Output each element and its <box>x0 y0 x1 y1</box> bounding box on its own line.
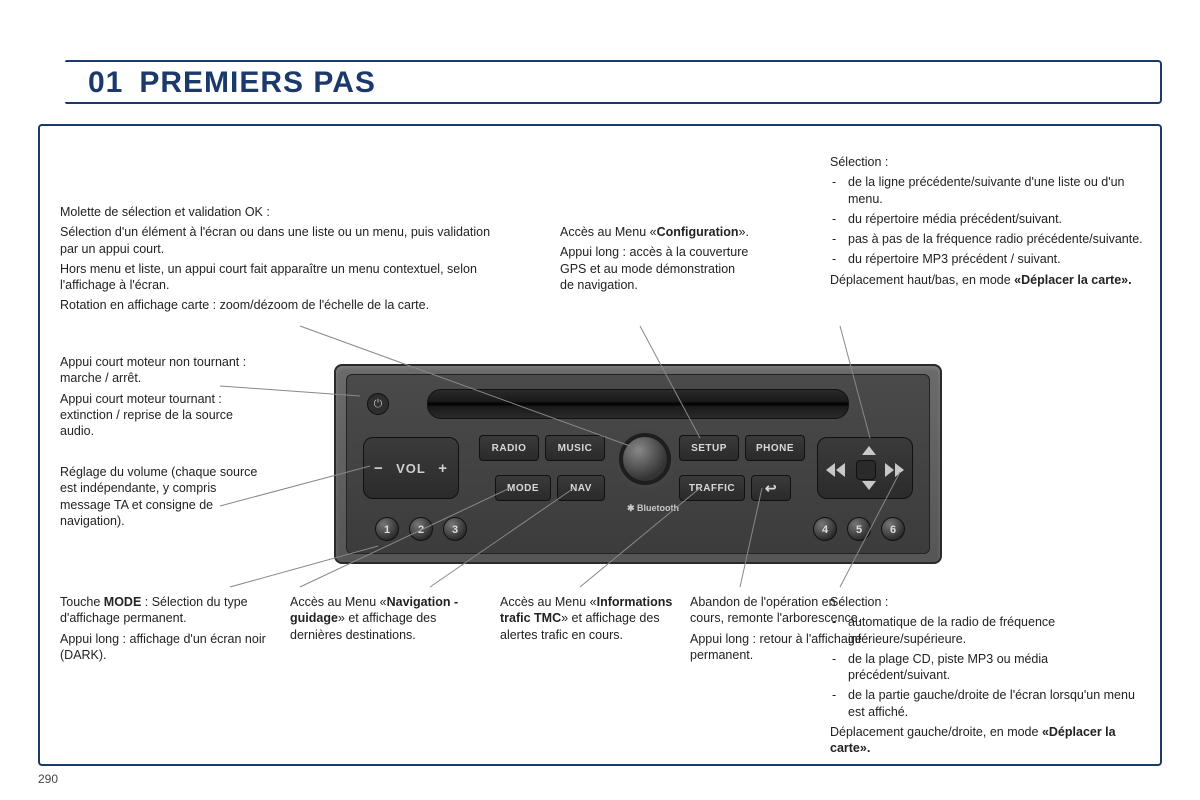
list: automatique de la radio de fréquence inf… <box>830 614 1148 720</box>
text: Déplacement haut/bas, en mode «Déplacer … <box>830 272 1148 288</box>
dpad-left-icon <box>836 463 845 477</box>
list-item: de la ligne précédente/suivante d'une li… <box>848 174 1148 207</box>
text: Réglage du volume (chaque source est ind… <box>60 464 270 529</box>
preset-6: 6 <box>881 517 905 541</box>
text: Appui court moteur non tournant : marche… <box>60 354 270 387</box>
desc-power: Appui court moteur non tournant : marche… <box>60 354 270 443</box>
dpad-down-icon <box>862 481 876 490</box>
dpad-right-icon <box>895 463 904 477</box>
desc-volume: Réglage du volume (chaque source est ind… <box>60 464 270 533</box>
phone-button: PHONE <box>745 435 805 461</box>
traffic-button: TRAFFIC <box>679 475 745 501</box>
power-button-icon: ⏻ <box>367 393 389 415</box>
desc-mode: Touche MODE : Sélection du type d'affich… <box>60 594 280 667</box>
text: Accès au Menu «Navigation - guidage» et … <box>290 594 490 643</box>
text: Accès au Menu «Configuration». <box>560 224 750 240</box>
text: Molette de sélection et validation OK : <box>60 204 500 220</box>
desc-ok-dial: Molette de sélection et validation OK : … <box>60 204 500 318</box>
bluetooth-label: ✱ Bluetooth <box>627 503 679 515</box>
text: Sélection d'un élément à l'écran ou dans… <box>60 224 500 257</box>
text: Sélection : <box>830 154 1148 170</box>
content-frame: ⏻ VOL RADIO MUSIC SETUP PHONE MODE NAV T… <box>38 124 1162 766</box>
list-item: du répertoire média précédent/suivant. <box>848 211 1148 227</box>
preset-5: 5 <box>847 517 871 541</box>
dpad-right-icon <box>885 463 894 477</box>
setup-button: SETUP <box>679 435 739 461</box>
list-item: automatique de la radio de fréquence inf… <box>848 614 1148 647</box>
volume-rocker: VOL <box>363 437 459 499</box>
list-item: de la partie gauche/droite de l'écran lo… <box>848 687 1148 720</box>
radio-unit: ⏻ VOL RADIO MUSIC SETUP PHONE MODE NAV T… <box>334 364 942 564</box>
cd-slot <box>427 389 849 419</box>
list-item: de la plage CD, piste MP3 ou média précé… <box>848 651 1148 684</box>
bold: Configuration <box>657 225 739 239</box>
list-item: du répertoire MP3 précédent / suivant. <box>848 251 1148 267</box>
desc-setup: Accès au Menu «Configuration». Appui lon… <box>560 224 750 297</box>
title-bar: 01 PREMIERS PAS <box>38 60 1162 104</box>
dpad-left-icon <box>826 463 835 477</box>
text: Touche MODE : Sélection du type d'affich… <box>60 594 280 627</box>
text: Déplacement gauche/droite, en mode «Dépl… <box>830 724 1148 757</box>
list: de la ligne précédente/suivante d'une li… <box>830 174 1148 267</box>
radio-button: RADIO <box>479 435 539 461</box>
mode-button: MODE <box>495 475 551 501</box>
text: Hors menu et liste, un appui court fait … <box>60 261 500 294</box>
desc-nav: Accès au Menu «Navigation - guidage» et … <box>290 594 490 647</box>
dpad-center <box>856 460 876 480</box>
back-button: ↩ <box>751 475 791 501</box>
preset-4: 4 <box>813 517 837 541</box>
text: Appui long : affichage d'un écran noir (… <box>60 631 280 664</box>
desc-traffic: Accès au Menu «Informations trafic TMC» … <box>500 594 690 647</box>
chapter-number: 01 <box>88 63 123 102</box>
desc-updown: Sélection : de la ligne précédente/suiva… <box>830 154 1148 292</box>
nav-button: NAV <box>557 475 605 501</box>
direction-pad <box>817 437 913 499</box>
text: Sélection : <box>830 594 1148 610</box>
selector-dial <box>619 433 671 485</box>
preset-3: 3 <box>443 517 467 541</box>
text: Appui long : accès à la couverture GPS e… <box>560 244 750 293</box>
preset-2: 2 <box>409 517 433 541</box>
text: Accès au Menu «Informations trafic TMC» … <box>500 594 690 643</box>
text: Appui court moteur tournant : extinction… <box>60 391 270 440</box>
page-number: 290 <box>38 772 58 788</box>
dpad-up-icon <box>862 446 876 455</box>
desc-leftright: Sélection : automatique de la radio de f… <box>830 594 1148 760</box>
music-button: MUSIC <box>545 435 605 461</box>
list-item: pas à pas de la fréquence radio précéden… <box>848 231 1148 247</box>
chapter-title: PREMIERS PAS <box>139 63 376 102</box>
preset-1: 1 <box>375 517 399 541</box>
radio-faceplate: ⏻ VOL RADIO MUSIC SETUP PHONE MODE NAV T… <box>346 374 930 554</box>
text: Rotation en affichage carte : zoom/dézoo… <box>60 297 500 313</box>
